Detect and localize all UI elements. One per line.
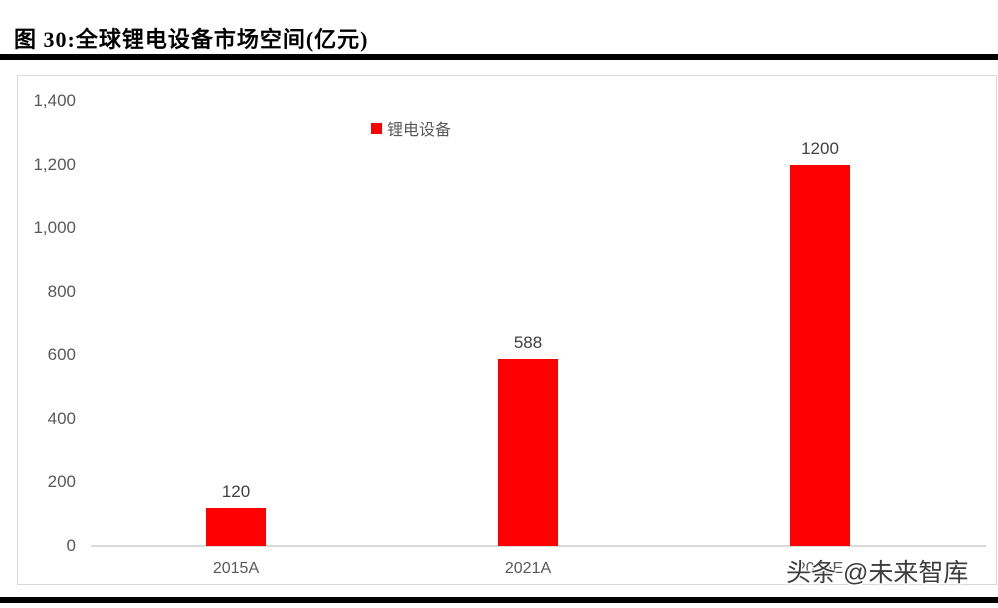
y-tick-label: 400 <box>47 408 76 428</box>
y-tick-label: 1,000 <box>33 218 76 238</box>
y-tick-label: 0 <box>66 535 76 555</box>
x-category-label: 2025E <box>796 560 844 577</box>
legend-label: 锂电设备 <box>387 122 452 139</box>
y-tick-label: 800 <box>47 281 76 301</box>
bar-value-label: 120 <box>221 482 251 501</box>
y-tick-label: 600 <box>47 345 76 365</box>
chart-legend: 锂电设备 <box>371 116 451 140</box>
bar-value-label: 1200 <box>801 139 839 158</box>
bar-2015A <box>206 508 266 546</box>
title-divider <box>0 54 998 60</box>
bottom-divider <box>0 597 998 603</box>
y-tick-label: 1,200 <box>33 154 76 174</box>
x-category-label: 2021A <box>504 560 552 577</box>
y-tick-label: 200 <box>47 472 76 492</box>
bar-2025E <box>790 165 850 546</box>
bar-2021A <box>498 359 558 546</box>
bar-value-label: 588 <box>513 333 543 352</box>
chart-container: 锂电设备 1,400 1,200 1,000 800 600 400 200 0 120 201… <box>17 75 997 587</box>
x-category-label: 2015A <box>212 560 260 577</box>
watermark: 头条 @未来智库 <box>786 559 969 587</box>
x-axis-line <box>91 545 986 547</box>
y-tick-label: 1,400 <box>33 91 76 110</box>
legend-marker-icon <box>371 122 382 134</box>
figure-title: 图 30:全球锂电设备市场空间(亿元) <box>14 27 369 52</box>
